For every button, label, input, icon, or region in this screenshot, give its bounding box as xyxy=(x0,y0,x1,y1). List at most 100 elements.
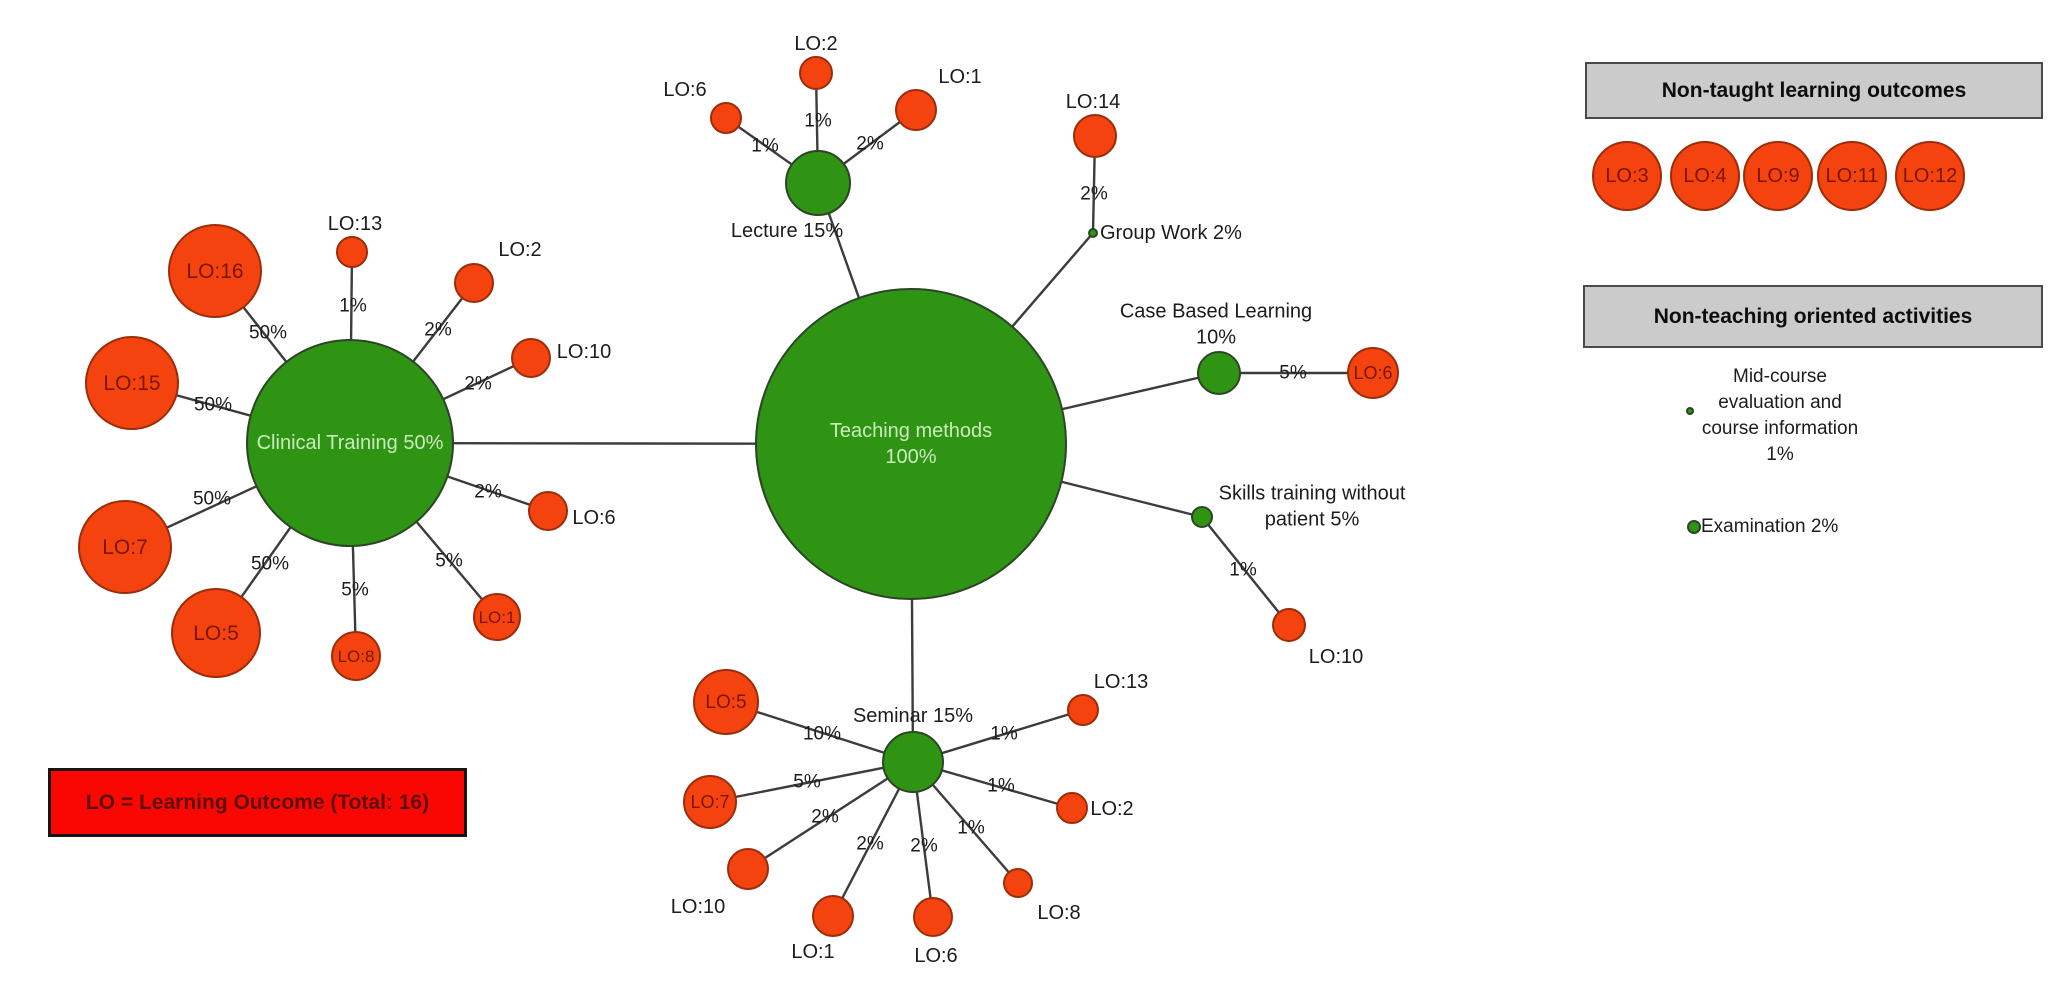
hub-skills-training xyxy=(1191,506,1213,528)
hub-teaching-methods-label: Teaching methods 100% xyxy=(829,420,993,468)
mid-course-dot xyxy=(1686,407,1694,415)
sat-groupwork-lo14 xyxy=(1073,114,1117,158)
sat-seminar-lo8-label: LO:8 xyxy=(1037,901,1081,924)
sat-clinical-lo15: LO:15 xyxy=(85,336,179,430)
sat-clinical-lo13 xyxy=(336,236,368,268)
hub-clinical-training: Clinical Training 50% xyxy=(246,339,454,547)
edge-label: 1% xyxy=(1229,559,1257,581)
sat-clinical-lo6-label: LO:6 xyxy=(572,506,616,529)
edge-label: 2% xyxy=(464,373,492,395)
edge-label: 10% xyxy=(802,723,842,745)
hub-seminar-label: Seminar 15% xyxy=(852,704,974,727)
sat-skills-lo10-label: LO:10 xyxy=(1308,645,1364,668)
edge-label: 1% xyxy=(957,817,985,839)
legend-lo4-label: LO:4 xyxy=(1683,165,1727,187)
hub-lecture-label: Lecture 15% xyxy=(730,219,844,242)
sat-seminar-lo8 xyxy=(1003,868,1033,898)
edge-label: 2% xyxy=(474,481,502,503)
sat-seminar-lo10-label: LO:10 xyxy=(670,895,726,918)
sat-seminar-lo1 xyxy=(812,895,854,937)
edge-label: 1% xyxy=(990,723,1018,745)
sat-clinical-lo1: LO:1 xyxy=(473,593,521,641)
hub-teaching-methods: Teaching methods 100% xyxy=(755,288,1067,600)
sat-lecture-lo1-label: LO:1 xyxy=(938,65,982,88)
hub-lecture xyxy=(785,150,851,216)
edge-label: 1% xyxy=(804,110,832,132)
sat-clinical-lo2-label: LO:2 xyxy=(498,238,542,261)
hub-group-work xyxy=(1088,228,1098,238)
edge-label: 1% xyxy=(339,295,367,317)
legend-lo11-label: LO:11 xyxy=(1825,165,1879,187)
sat-seminar-lo1-label: LO:1 xyxy=(791,940,835,963)
hub-skills-training-label: Skills training without patient 5% xyxy=(1218,482,1406,531)
sat-clinical-lo2 xyxy=(454,263,494,303)
edge-label: 5% xyxy=(1279,362,1307,384)
legend-lo11: LO:11 xyxy=(1817,141,1887,211)
edge-label: 2% xyxy=(811,806,839,828)
sat-clinical-lo7-label: LO:7 xyxy=(102,535,148,559)
edge-label: 1% xyxy=(751,135,779,157)
legend-non-teaching-title: Non-teaching oriented activities xyxy=(1653,304,1973,328)
hub-group-work-label: Group Work 2% xyxy=(1100,221,1242,244)
legend-lo9-label: LO:9 xyxy=(1756,165,1800,187)
edge-label: 2% xyxy=(856,833,884,855)
hub-seminar xyxy=(882,731,944,793)
sat-clinical-lo6 xyxy=(528,491,568,531)
legend-lo4: LO:4 xyxy=(1670,141,1740,211)
edge-label: 5% xyxy=(793,771,821,793)
edge-label: 50% xyxy=(193,394,233,416)
edge-label: 50% xyxy=(192,488,232,510)
examination-dot xyxy=(1687,520,1701,534)
legend-lo12: LO:12 xyxy=(1895,141,1965,211)
sat-clinical-lo10-label: LO:10 xyxy=(556,340,612,363)
sat-seminar-lo7: LO:7 xyxy=(683,775,737,829)
sat-seminar-lo2-label: LO:2 xyxy=(1090,797,1134,820)
hub-case-based-learning-label: Case Based Learning 10% xyxy=(1119,300,1313,349)
legend-lo3: LO:3 xyxy=(1592,141,1662,211)
sat-casebased-lo6: LO:6 xyxy=(1347,347,1399,399)
edge-label: 2% xyxy=(910,835,938,857)
footer-legend-text: LO = Learning Outcome (Total: 16) xyxy=(85,790,430,814)
sat-seminar-lo6 xyxy=(913,897,953,937)
examination-entry: Examination 2% xyxy=(1701,516,1839,537)
edge-label: 2% xyxy=(424,319,452,341)
sat-seminar-lo7-label: LO:7 xyxy=(690,792,730,812)
footer-legend-box: LO = Learning Outcome (Total: 16) xyxy=(48,768,467,837)
sat-clinical-lo5: LO:5 xyxy=(171,588,261,678)
edge-label: 5% xyxy=(341,579,369,601)
edge-label: 50% xyxy=(248,322,288,344)
sat-lecture-lo2-label: LO:2 xyxy=(794,32,838,55)
sat-lecture-lo6-label: LO:6 xyxy=(663,78,707,101)
hub-case-based-learning xyxy=(1197,351,1241,395)
sat-seminar-lo5-label: LO:5 xyxy=(705,691,747,713)
edge-label: 50% xyxy=(250,553,290,575)
sat-seminar-lo2 xyxy=(1056,792,1088,824)
edge-line xyxy=(1201,516,1290,626)
sat-clinical-lo8-label: LO:8 xyxy=(337,646,375,666)
sat-seminar-lo13-label: LO:13 xyxy=(1093,670,1149,693)
sat-seminar-lo13 xyxy=(1067,694,1099,726)
edge-label: 1% xyxy=(987,775,1015,797)
sat-groupwork-lo14-label: LO:14 xyxy=(1065,90,1121,113)
edge-label: 2% xyxy=(1080,183,1108,205)
sat-casebased-lo6-label: LO:6 xyxy=(1353,363,1393,383)
sat-clinical-lo8: LO:8 xyxy=(331,631,381,681)
edge-line xyxy=(747,760,914,871)
sat-lecture-lo6 xyxy=(710,102,742,134)
sat-clinical-lo1-label: LO:1 xyxy=(478,607,516,627)
legend-lo3-label: LO:3 xyxy=(1605,165,1649,187)
sat-seminar-lo5: LO:5 xyxy=(693,669,759,735)
legend-lo12-label: LO:12 xyxy=(1902,165,1958,187)
sat-seminar-lo10 xyxy=(727,848,769,890)
sat-clinical-lo16-label: LO:16 xyxy=(186,259,244,283)
sat-seminar-lo6-label: LO:6 xyxy=(914,944,958,967)
legend-lo9: LO:9 xyxy=(1743,141,1813,211)
sat-lecture-lo2 xyxy=(799,56,833,90)
edge-line xyxy=(709,760,914,804)
sat-skills-lo10 xyxy=(1272,608,1306,642)
sat-clinical-lo16: LO:16 xyxy=(168,224,262,318)
sat-clinical-lo13-label: LO:13 xyxy=(327,212,383,235)
sat-clinical-lo10 xyxy=(511,338,551,378)
